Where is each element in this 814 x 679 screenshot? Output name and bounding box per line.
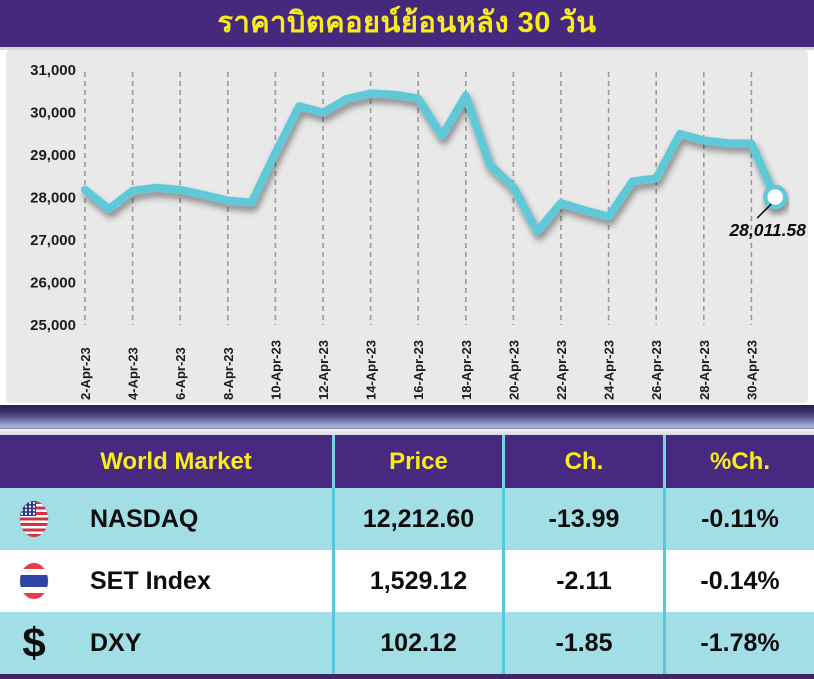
svg-text:27,000: 27,000 (30, 232, 76, 249)
svg-text:18-Apr-23: 18-Apr-23 (459, 340, 474, 400)
svg-text:12-Apr-23: 12-Apr-23 (316, 340, 331, 400)
svg-text:2-Apr-23: 2-Apr-23 (78, 347, 93, 400)
us-flag-icon (20, 501, 48, 537)
price-value: 1,529.12 (335, 550, 505, 612)
market-name: DXY (90, 628, 142, 657)
dollar-icon: $ (22, 619, 46, 666)
header-change: Ch. (505, 435, 666, 488)
bottom-strip (0, 674, 814, 679)
table-row-nasdaq: NASDAQ 12,212.60 -13.99 -0.11% (0, 488, 814, 550)
thai-flag-icon (20, 563, 48, 599)
pct-change-value: -0.11% (701, 504, 779, 533)
title-bar: ราคาบิตคอยน์ย้อนหลัง 30 วัน (0, 0, 814, 47)
page-title: ราคาบิตคอยน์ย้อนหลัง 30 วัน (217, 7, 597, 39)
table-row-dxy: $ DXY 102.12 -1.85 -1.78% (0, 612, 814, 674)
svg-text:28,000: 28,000 (30, 190, 76, 207)
svg-text:22-Apr-23: 22-Apr-23 (554, 340, 569, 400)
divider-strip (0, 429, 814, 435)
table-row-set-index: SET Index 1,529.12 -2.11 -0.14% (0, 550, 814, 612)
svg-text:10-Apr-23: 10-Apr-23 (268, 340, 283, 400)
svg-text:30,000: 30,000 (30, 105, 76, 122)
header-world-market: World Market (0, 435, 335, 488)
svg-text:26,000: 26,000 (30, 275, 76, 292)
title-divider (0, 47, 814, 50)
price-value: 102.12 (335, 612, 505, 674)
change-value: -1.85 (505, 612, 666, 674)
svg-text:24-Apr-23: 24-Apr-23 (602, 340, 617, 400)
price-value: 12,212.60 (335, 488, 505, 550)
chart-section: 25,000 26,000 27,000 28,000 29,000 30,000 31,0… (0, 50, 814, 405)
world-market-table: World Market Price Ch. %Ch. NASDAQ 12,21… (0, 435, 814, 674)
svg-text:28,011.58: 28,011.58 (728, 220, 806, 240)
bitcoin-price-chart: 25,000 26,000 27,000 28,000 29,000 30,000 31,0… (6, 50, 808, 403)
svg-text:29,000: 29,000 (30, 147, 76, 164)
svg-text:6-Apr-23: 6-Apr-23 (173, 347, 188, 400)
header-price: Price (335, 435, 505, 488)
svg-text:28-Apr-23: 28-Apr-23 (697, 340, 712, 400)
market-name: NASDAQ (90, 504, 199, 533)
svg-text:4-Apr-23: 4-Apr-23 (126, 347, 141, 400)
divider-gradient-bar (0, 405, 814, 429)
table-header-row: World Market Price Ch. %Ch. (0, 435, 814, 488)
svg-text:25,000: 25,000 (30, 317, 76, 334)
pct-change-value: -1.78% (700, 628, 780, 657)
header-pct-change: %Ch. (710, 447, 770, 475)
svg-text:20-Apr-23: 20-Apr-23 (506, 340, 521, 400)
svg-text:8-Apr-23: 8-Apr-23 (221, 347, 236, 400)
change-value: -2.11 (505, 550, 666, 612)
svg-text:31,000: 31,000 (30, 62, 76, 79)
svg-text:26-Apr-23: 26-Apr-23 (649, 340, 664, 400)
svg-text:30-Apr-23: 30-Apr-23 (744, 340, 759, 400)
market-name: SET Index (90, 566, 211, 595)
pct-change-value: -0.14% (700, 566, 780, 595)
svg-text:14-Apr-23: 14-Apr-23 (364, 340, 379, 400)
change-value: -13.99 (505, 488, 666, 550)
svg-text:16-Apr-23: 16-Apr-23 (411, 340, 426, 400)
